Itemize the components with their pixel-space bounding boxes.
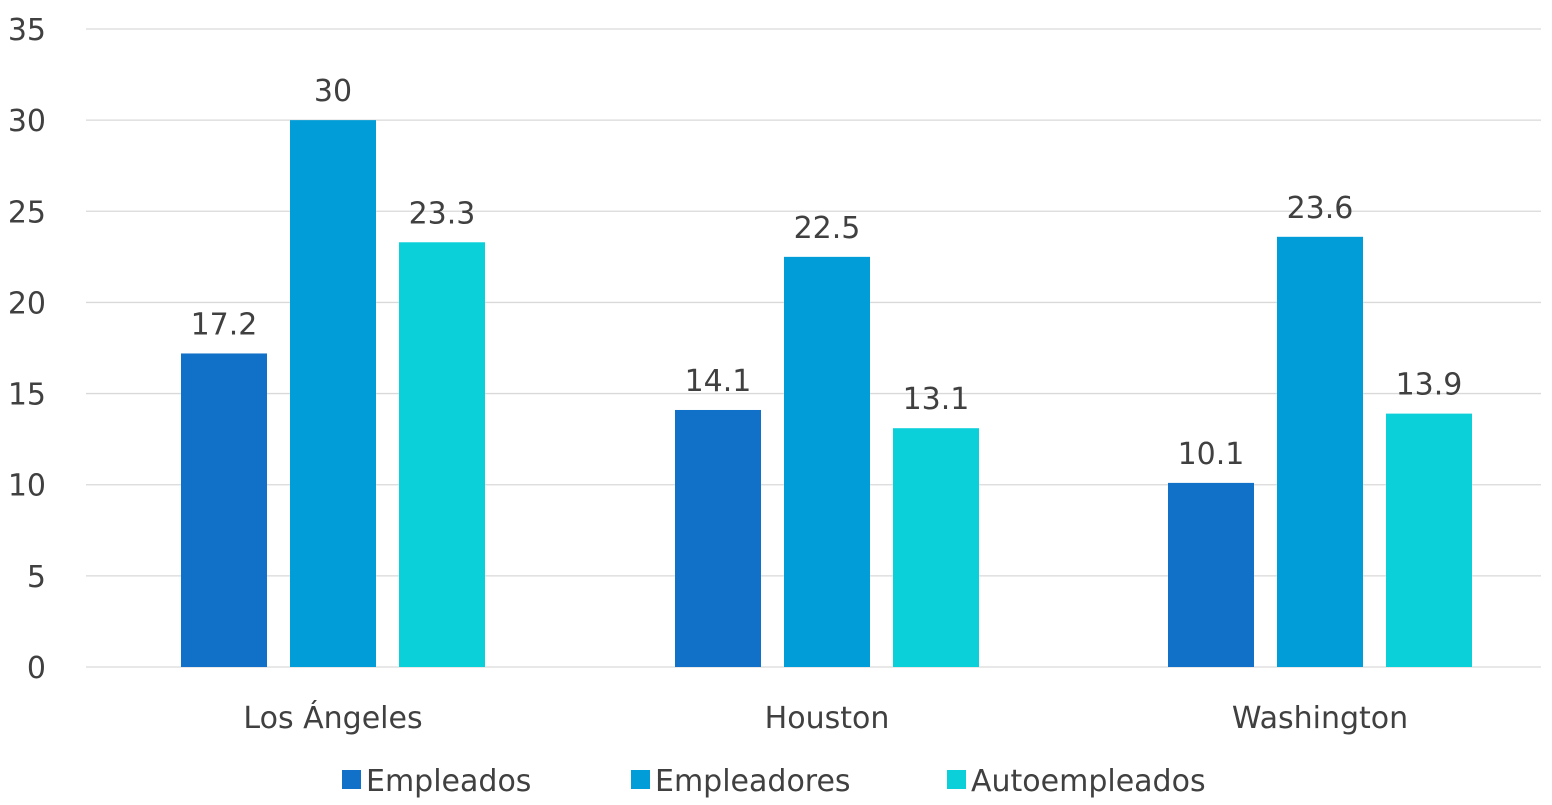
data-label: 23.6 — [1287, 191, 1354, 226]
y-tick-label: 15 — [8, 378, 46, 413]
x-tick-label: Houston — [765, 701, 890, 736]
data-label: 10.1 — [1178, 437, 1245, 472]
bar-empleadores-2 — [1277, 236, 1363, 667]
bar-empleados-1 — [675, 409, 761, 667]
legend: Empleados Empleadores Autoempleados — [342, 764, 1206, 799]
data-label: 13.1 — [903, 382, 970, 417]
x-tick-label: Los Ángeles — [243, 700, 422, 736]
y-tick-label: 25 — [8, 195, 46, 230]
legend-label: Autoempleados — [971, 764, 1206, 799]
legend-label: Empleados — [366, 764, 531, 799]
bar-empleadores-0 — [290, 120, 376, 667]
bars — [181, 120, 1472, 667]
y-tick-label: 5 — [27, 560, 46, 595]
bar-autoempleados-1 — [893, 428, 979, 667]
legend-swatch — [342, 770, 361, 789]
legend-swatch — [947, 770, 966, 789]
y-axis-tick-labels: 0 5 10 15 20 25 30 35 — [8, 13, 46, 686]
legend-item-empleados: Empleados — [342, 764, 531, 799]
x-axis-tick-labels: Los Ángeles Houston Washington — [243, 700, 1408, 736]
y-tick-label: 20 — [8, 286, 46, 321]
legend-item-autoempleados: Autoempleados — [947, 764, 1206, 799]
y-tick-label: 0 — [27, 651, 46, 686]
data-label: 30 — [314, 74, 352, 109]
bar-autoempleados-2 — [1386, 413, 1472, 667]
y-tick-label: 10 — [8, 469, 46, 504]
data-label: 14.1 — [685, 364, 752, 399]
bar-autoempleados-0 — [399, 242, 485, 667]
data-label: 22.5 — [794, 211, 861, 246]
legend-item-empleadores: Empleadores — [631, 764, 851, 799]
data-label: 13.9 — [1396, 368, 1463, 403]
legend-swatch — [631, 770, 650, 789]
y-tick-label: 30 — [8, 104, 46, 139]
bar-empleados-2 — [1168, 482, 1254, 667]
bar-empleadores-1 — [784, 256, 870, 667]
data-label: 17.2 — [191, 307, 258, 342]
y-tick-label: 35 — [8, 13, 46, 48]
data-label: 23.3 — [409, 196, 476, 231]
bar-empleados-0 — [181, 353, 267, 667]
x-tick-label: Washington — [1232, 701, 1408, 736]
data-labels: 17.2 14.1 10.1 30 22.5 23.6 23.3 13.1 13.9 — [191, 74, 1463, 472]
legend-label: Empleadores — [655, 764, 851, 799]
